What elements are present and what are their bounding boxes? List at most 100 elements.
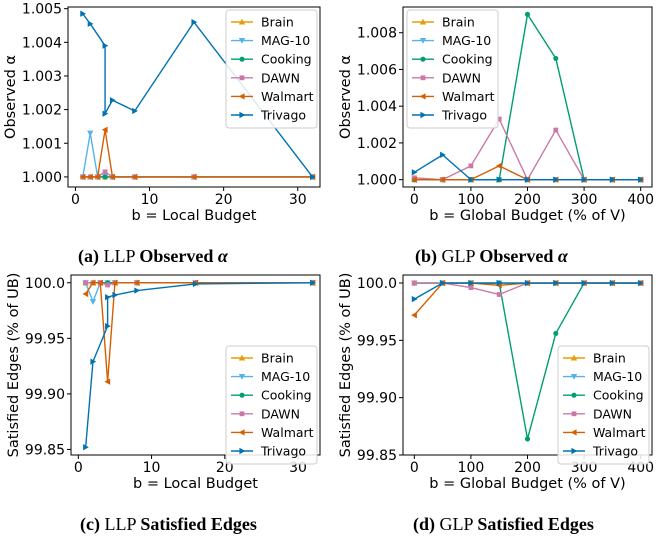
data-point-dawn bbox=[468, 163, 474, 169]
data-point-trivago bbox=[310, 279, 316, 286]
series-line-trivago bbox=[413, 154, 641, 181]
x-tick-label: 10 bbox=[141, 192, 159, 208]
data-point-dawn bbox=[553, 127, 559, 133]
data-point-walmart bbox=[109, 173, 116, 181]
series-line-dawn bbox=[82, 171, 313, 178]
data-point-cooking bbox=[553, 55, 559, 61]
data-point-cooking bbox=[102, 174, 108, 180]
y-tick-label: 1.000 bbox=[22, 170, 62, 186]
data-point-walmart bbox=[411, 311, 417, 319]
caption-c-method: LLP bbox=[104, 514, 136, 534]
data-point-trivago bbox=[468, 176, 475, 183]
legend: Brain MAG-10 Cooking DAWN Walmart Trivago bbox=[225, 9, 318, 129]
legend-marker bbox=[239, 392, 245, 398]
legend-item-dawn: DAWN bbox=[412, 70, 481, 85]
data-point-dawn bbox=[496, 116, 502, 122]
data-point-trivago bbox=[80, 10, 87, 17]
data-point-walmart bbox=[94, 173, 101, 181]
data-point-dawn bbox=[411, 175, 417, 181]
legend-marker bbox=[238, 38, 246, 44]
legend-label: Cooking bbox=[593, 388, 644, 403]
legend-marker bbox=[570, 429, 577, 436]
legend-label: Cooking bbox=[261, 52, 312, 67]
data-point-trivago bbox=[109, 96, 116, 104]
caption-a-metric: Observed bbox=[139, 246, 214, 266]
caption-a-symbol: α bbox=[217, 246, 228, 266]
legend-item-trivago: Trivago bbox=[563, 444, 638, 459]
data-point-walmart bbox=[82, 290, 89, 298]
chart-a: 0 10 20 30 1.000 1.001 1.002 1.003 1.004 1.005 b =… bbox=[3, 2, 321, 224]
legend: Brain MAG-10 Cooking DAWN Walmart Trivago bbox=[557, 345, 650, 465]
caption-c-label: (c) bbox=[80, 514, 100, 534]
data-point-trivago bbox=[132, 107, 138, 115]
legend-item-trivago: Trivago bbox=[231, 108, 306, 123]
caption-b-metric: Observed bbox=[479, 246, 554, 266]
data-point-walmart bbox=[104, 378, 111, 385]
y-tick-label: 1.005 bbox=[22, 2, 62, 18]
data-point-trivago bbox=[134, 287, 141, 294]
data-point-walmart bbox=[439, 176, 446, 183]
legend-label: DAWN bbox=[261, 406, 300, 421]
data-point-walmart bbox=[87, 173, 93, 181]
y-tick-label: 99.85 bbox=[357, 448, 397, 464]
legend-marker bbox=[571, 411, 577, 417]
y-axis-label: Observed α bbox=[3, 55, 19, 139]
y-tick-label: 1.004 bbox=[357, 99, 397, 115]
y-tick-label: 1.002 bbox=[22, 103, 62, 119]
data-point-dawn bbox=[83, 280, 89, 286]
y-tick-label: 100.0 bbox=[357, 276, 397, 292]
data-point-dawn bbox=[468, 285, 474, 291]
x-tick-label: 100 bbox=[458, 192, 485, 208]
data-point-trivago bbox=[553, 279, 559, 287]
x-tick-label: 0 bbox=[74, 460, 83, 476]
legend-item-trivago: Trivago bbox=[412, 108, 487, 123]
legend-marker bbox=[238, 18, 246, 25]
legend-item-brain: Brain bbox=[231, 351, 294, 366]
y-tick-label: 99.85 bbox=[25, 442, 65, 458]
y-axis-label: Satisfied Edges (% of UB) bbox=[338, 273, 354, 458]
series-trivago bbox=[411, 279, 644, 303]
caption-b-symbol: α bbox=[557, 246, 568, 266]
legend-item-brain: Brain bbox=[231, 15, 294, 30]
x-tick-label: 0 bbox=[410, 460, 419, 476]
legend-label: Walmart bbox=[261, 89, 314, 104]
y-tick-label: 1.002 bbox=[357, 136, 397, 152]
data-point-trivago bbox=[112, 291, 119, 299]
data-point-trivago bbox=[102, 110, 109, 117]
data-point-trivago bbox=[83, 444, 89, 451]
legend-box bbox=[557, 345, 650, 465]
x-axis-label: b = Local Budget bbox=[132, 208, 257, 224]
data-point-trivago bbox=[524, 279, 531, 287]
legend-item-cooking: Cooking bbox=[231, 388, 312, 403]
data-point-trivago bbox=[192, 280, 199, 288]
legend-marker bbox=[419, 38, 427, 44]
legend-label: MAG-10 bbox=[261, 33, 310, 48]
data-point-trivago bbox=[310, 173, 316, 181]
caption-c-metric: Satisfied Edges bbox=[140, 514, 257, 534]
legend-label: Trivago bbox=[441, 108, 487, 123]
x-tick-label: 10 bbox=[143, 460, 161, 476]
y-tick-label: 99.95 bbox=[25, 331, 65, 347]
caption-d-metric: Satisfied Edges bbox=[477, 514, 594, 534]
y-tick-label: 1.000 bbox=[357, 173, 397, 189]
legend-item-brain: Brain bbox=[563, 351, 626, 366]
legend-label: DAWN bbox=[261, 70, 300, 85]
legend-item-cooking: Cooking bbox=[563, 388, 644, 403]
legend-label: Walmart bbox=[442, 89, 495, 104]
legend-marker bbox=[571, 447, 578, 455]
legend-label: Brain bbox=[261, 351, 294, 366]
axes-frame bbox=[67, 6, 321, 188]
data-point-mag-10 bbox=[87, 130, 94, 137]
legend-marker bbox=[238, 429, 245, 436]
y-tick-label: 1.004 bbox=[22, 35, 62, 51]
legend-label: Cooking bbox=[442, 52, 493, 67]
legend-item-walmart: Walmart bbox=[412, 89, 495, 104]
series-trivago bbox=[411, 151, 644, 183]
series-trivago bbox=[80, 10, 316, 181]
series-line-walmart bbox=[413, 282, 641, 316]
legend-marker bbox=[570, 374, 578, 380]
axes-frame bbox=[70, 274, 321, 456]
legend-label: Walmart bbox=[593, 425, 646, 440]
legend-label: DAWN bbox=[442, 70, 481, 85]
data-point-trivago bbox=[638, 279, 644, 287]
